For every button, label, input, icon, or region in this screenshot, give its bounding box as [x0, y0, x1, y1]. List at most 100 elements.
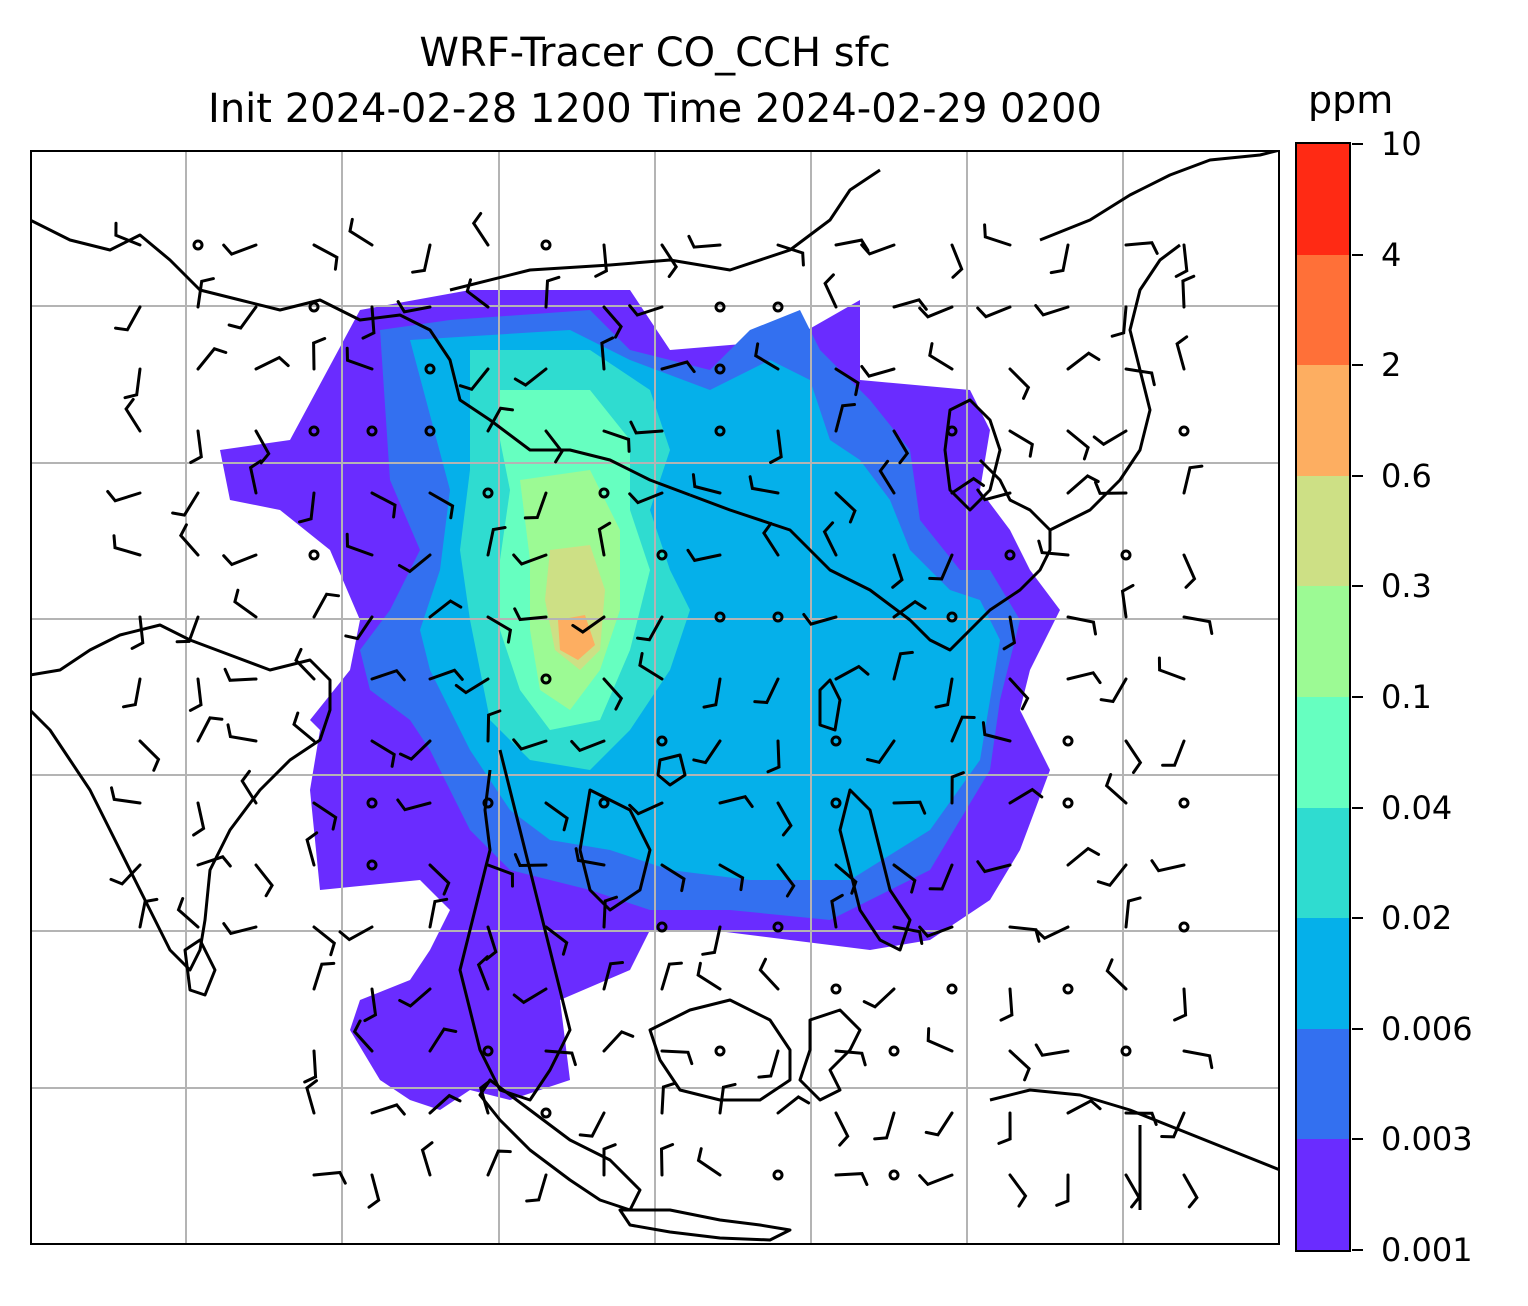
wind-barb	[124, 397, 142, 433]
wind-barb	[574, 847, 606, 867]
wind-barb	[303, 1049, 318, 1084]
wind-barb	[766, 739, 781, 774]
wind-barb	[1175, 335, 1189, 371]
wind-barb	[769, 429, 783, 464]
colorbar-segment	[1297, 697, 1349, 808]
wind-barb	[428, 1027, 458, 1053]
calm-wind-marker	[1062, 797, 1074, 809]
wind-barb	[628, 304, 664, 317]
wind-barb	[114, 305, 142, 332]
wind-barb	[110, 786, 142, 805]
wind-barb	[1161, 739, 1186, 767]
wind-barb	[478, 1079, 492, 1115]
wind-barb	[486, 1149, 512, 1177]
wind-barb	[122, 677, 142, 709]
wind-barb	[1037, 539, 1070, 557]
wind-barb	[345, 532, 374, 557]
wind-barb	[892, 863, 917, 894]
calm-wind-marker	[1120, 549, 1132, 561]
wind-barb	[659, 1143, 675, 1177]
wind-barb	[1150, 859, 1186, 873]
calm-wind-marker	[714, 611, 726, 623]
wind-barb	[892, 599, 927, 619]
wind-barb	[1182, 1173, 1199, 1209]
wind-barb	[312, 801, 338, 831]
calm-wind-marker	[1120, 1045, 1132, 1057]
wind-barb	[486, 615, 513, 644]
wind-barb	[571, 615, 606, 634]
wind-barb	[981, 721, 1012, 743]
wind-barb	[1002, 615, 1017, 651]
wind-barb	[602, 1143, 617, 1177]
wind-barb	[602, 1030, 635, 1053]
wind-barb	[776, 863, 796, 898]
wind-barb	[1160, 1111, 1186, 1139]
wind-barb	[891, 553, 904, 589]
wind-barb	[594, 243, 608, 278]
calm-wind-marker	[1178, 425, 1190, 437]
wind-barb	[1124, 896, 1142, 929]
calm-wind-marker	[772, 301, 784, 313]
wind-barb	[1066, 429, 1090, 461]
wind-barb	[834, 367, 860, 397]
wind-barb	[638, 652, 664, 681]
wind-barb	[1092, 429, 1128, 447]
calm-wind-marker	[1178, 921, 1190, 933]
wind-barb	[636, 615, 664, 642]
wind-barb	[602, 305, 623, 339]
calm-wind-marker	[1004, 549, 1016, 561]
wind-barb	[240, 769, 258, 805]
wind-barb	[1105, 958, 1128, 991]
calm-wind-marker	[946, 611, 958, 623]
wind-barb	[486, 709, 502, 743]
wind-barb	[114, 221, 142, 247]
colorbar-tick-label: 0.6	[1381, 456, 1432, 495]
wind-barb	[196, 855, 232, 868]
wind-barb	[512, 553, 548, 566]
graticule	[30, 150, 1280, 1245]
wind-barb	[862, 987, 896, 1009]
wind-barb	[1182, 464, 1204, 495]
wind-barb	[892, 800, 927, 815]
wind-barb	[458, 367, 490, 392]
wind-barb	[370, 668, 406, 682]
wind-barb	[312, 1170, 347, 1185]
calm-wind-marker	[946, 983, 958, 995]
wind-barb	[363, 987, 378, 1023]
wind-barb	[602, 895, 618, 929]
wind-barb	[523, 491, 548, 520]
wind-barbs	[106, 212, 1214, 1209]
wind-barb	[686, 548, 722, 563]
wind-barb	[696, 961, 722, 991]
wind-barb	[892, 925, 924, 945]
wind-barb	[544, 429, 564, 464]
colorbar-units: ppm	[1308, 78, 1394, 122]
wind-barb	[776, 801, 793, 837]
wind-barb	[1124, 241, 1159, 255]
calm-wind-marker	[656, 549, 668, 561]
calm-wind-marker	[830, 983, 842, 995]
wind-barb	[396, 798, 432, 812]
wind-barb	[248, 459, 263, 495]
wind-barb	[660, 243, 679, 278]
wind-barb	[1055, 1173, 1070, 1207]
wind-barb	[918, 1173, 954, 1187]
wind-barb	[305, 1079, 318, 1115]
wind-barb	[352, 1019, 374, 1053]
calm-wind-marker	[366, 797, 378, 809]
wind-barb	[950, 476, 985, 495]
wind-barb	[860, 365, 896, 378]
colorbar-segment	[1297, 365, 1349, 476]
wind-barb	[428, 897, 449, 929]
wind-barb	[834, 403, 856, 433]
wind-barb	[428, 599, 463, 619]
wind-barb	[1124, 1173, 1141, 1209]
wind-barb	[192, 801, 206, 837]
wind-barb	[822, 521, 838, 557]
wind-barb	[692, 739, 722, 765]
wind-barb	[701, 925, 722, 956]
wind-barb	[660, 1049, 694, 1066]
calm-wind-marker	[540, 673, 552, 685]
colorbar-segment	[1297, 1139, 1349, 1250]
wind-barb	[758, 957, 780, 991]
